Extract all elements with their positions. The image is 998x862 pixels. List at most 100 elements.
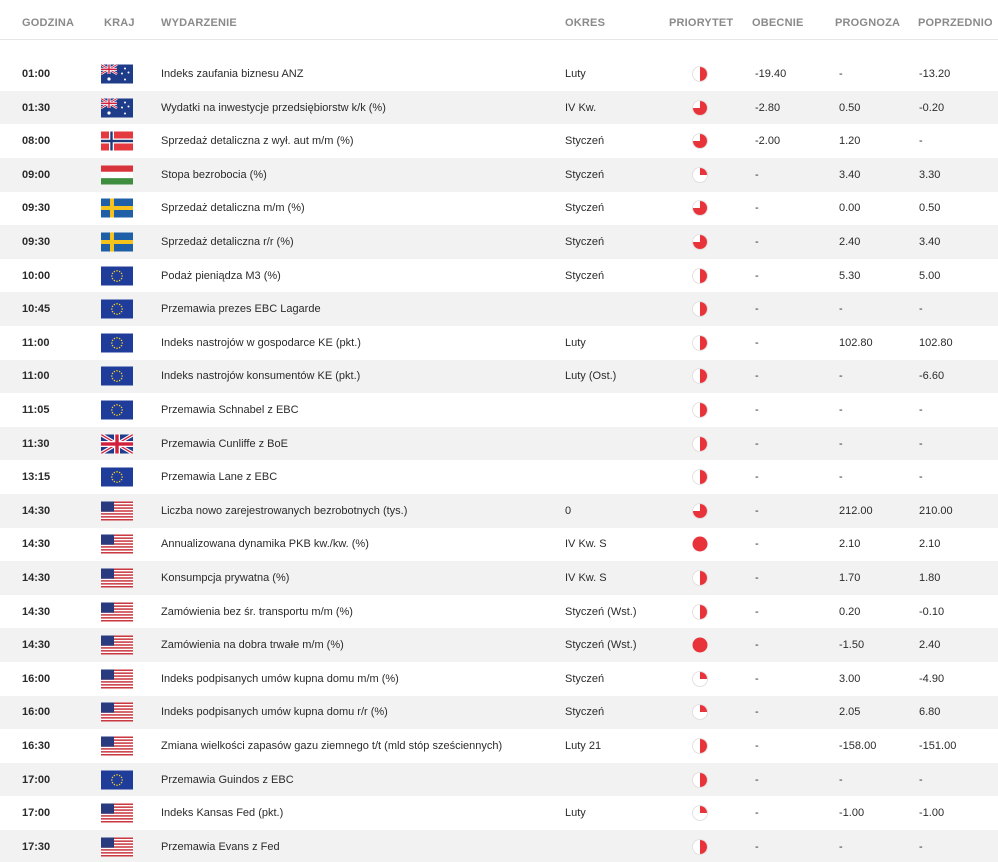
col-header-country[interactable]: KRAJ [104, 17, 135, 29]
table-row[interactable]: 14:30 Annualizowana dynamika PKB kw./kw. … [0, 528, 998, 562]
event-previous: - [919, 773, 923, 786]
event-period: IV Kw. S [565, 538, 607, 551]
event-forecast: 2.40 [839, 235, 861, 248]
event-name: Sprzedaż detaliczna m/m (%) [161, 202, 305, 215]
col-header-previous[interactable]: POPRZEDNIO [918, 17, 993, 29]
event-period: Luty (Ost.) [565, 370, 617, 383]
col-header-time[interactable]: GODZINA [22, 17, 75, 29]
event-time: 14:30 [22, 571, 51, 584]
priority-high-icon [692, 234, 708, 250]
event-time: 10:45 [22, 303, 51, 316]
event-period: Styczeń [565, 672, 605, 685]
table-row[interactable]: 14:30 Zamówienia bez śr. transportu m/m (… [0, 595, 998, 629]
col-header-forecast[interactable]: PROGNOZA [835, 17, 901, 29]
event-forecast: - [839, 403, 843, 416]
table-row[interactable]: 11:30 Przemawia Cunliffe z BoE - - - [0, 426, 998, 461]
flag-eu-icon [101, 266, 133, 286]
flag-hu-icon [101, 165, 133, 185]
event-forecast: 2.10 [839, 538, 861, 551]
priority-low-icon [692, 670, 708, 687]
table-row[interactable]: 13:15 Przemawia Lane z EBC - - - [0, 460, 998, 494]
event-previous: 3.30 [919, 168, 941, 181]
event-actual: -2.00 [755, 135, 781, 148]
table-row[interactable]: 17:00 Indeks Kansas Fed (pkt.) Luty - -1.00 -… [0, 796, 998, 830]
priority-high-icon [692, 502, 708, 519]
table-row[interactable]: 10:00 Podaż pieniądza M3 (%) Styczeń - 5.30 5… [0, 259, 998, 293]
event-forecast: 1.20 [839, 135, 861, 148]
event-previous: - [919, 471, 923, 484]
table-row[interactable]: 09:00 Stopa bezrobocia (%) Styczeń - 3.40 3.3… [0, 158, 998, 192]
table-row[interactable]: 11:05 Przemawia Schnabel z EBC - - - [0, 393, 998, 427]
table-row[interactable]: 14:30 Zamówienia na dobra trwałe m/m (%) S… [0, 628, 998, 662]
event-period: Luty [565, 67, 586, 80]
table-row[interactable]: 11:00 Indeks nastrojów konsumentów KE (pk… [0, 359, 998, 394]
table-row[interactable]: 09:30 Sprzedaż detaliczna r/r (%) Styczeń -… [0, 225, 998, 259]
event-forecast: -1.50 [839, 639, 865, 652]
event-actual: - [755, 672, 759, 685]
table-row[interactable]: 14:30 Konsumpcja prywatna (%) IV Kw. S - 1.7… [0, 561, 998, 595]
event-forecast: - [839, 437, 843, 450]
flag-us-icon [101, 635, 133, 655]
event-previous: 1.80 [919, 571, 941, 584]
event-name: Indeks nastrojów w gospodarce KE (pkt.) [161, 336, 361, 349]
event-name: Indeks zaufania biznesu ANZ [161, 67, 304, 80]
event-time: 01:00 [22, 67, 51, 80]
event-time: 14:30 [22, 605, 51, 618]
priority-full-icon [692, 637, 708, 653]
event-forecast: 212.00 [839, 504, 873, 517]
event-name: Liczba nowo zarejestrowanych bezrobotnyc… [161, 504, 408, 517]
event-period: Styczeń [565, 706, 605, 719]
table-row[interactable]: 01:30 Wydatki na inwestycje przedsiębiors… [0, 90, 998, 125]
table-row[interactable]: 16:00 Indeks podpisanych umów kupna domu … [0, 662, 998, 696]
table-row[interactable]: 08:00 Sprzedaż detaliczna z wył. aut m/m … [0, 124, 998, 158]
priority-high-icon [692, 133, 708, 150]
table-row[interactable]: 01:00 Indeks zaufania biznesu ANZ Luty -19.… [0, 57, 998, 91]
table-row[interactable]: 10:45 Przemawia prezes EBC Lagarde - - - [0, 292, 998, 326]
event-time: 09:30 [22, 202, 51, 215]
event-name: Przemawia Guindos z EBC [161, 773, 294, 786]
event-actual: - [755, 168, 759, 181]
col-header-period[interactable]: OKRES [565, 17, 606, 29]
flag-us-icon [101, 534, 133, 554]
priority-low-icon [692, 704, 708, 721]
event-time: 08:00 [22, 135, 51, 148]
priority-medium-icon [692, 771, 708, 788]
flag-eu-icon [101, 400, 133, 420]
event-previous: 3.40 [919, 235, 941, 248]
event-name: Zmiana wielkości zapasów gazu ziemnego t… [161, 739, 503, 752]
table-row[interactable]: 09:30 Sprzedaż detaliczna m/m (%) Styczeń -… [0, 192, 998, 226]
col-header-actual[interactable]: OBECNIE [752, 17, 804, 29]
event-period: Styczeń (Wst.) [565, 605, 637, 618]
flag-us-icon [101, 837, 133, 857]
col-header-priority[interactable]: PRIORYTET [669, 17, 734, 29]
event-period: IV Kw. [565, 101, 597, 114]
table-row[interactable]: 14:30 Liczba nowo zarejestrowanych bezrob… [0, 494, 998, 528]
event-actual: - [755, 639, 759, 652]
event-time: 14:30 [22, 504, 51, 517]
event-time: 17:30 [22, 840, 51, 853]
event-previous: - [919, 840, 923, 853]
table-row[interactable]: 17:00 Przemawia Guindos z EBC - - - [0, 762, 998, 797]
event-name: Podaż pieniądza M3 (%) [161, 269, 281, 282]
table-row[interactable]: 11:00 Indeks nastrojów w gospodarce KE (p… [0, 326, 998, 360]
priority-medium-icon [692, 267, 708, 284]
event-forecast: 0.20 [839, 605, 861, 618]
priority-medium-icon [692, 603, 708, 620]
event-forecast: -158.00 [839, 739, 877, 752]
flag-us-icon [101, 602, 133, 622]
event-forecast: 1.70 [839, 571, 861, 584]
col-header-event[interactable]: WYDARZENIE [161, 17, 237, 29]
event-previous: 210.00 [919, 504, 953, 517]
event-time: 11:00 [22, 370, 50, 383]
event-period: Luty [565, 336, 586, 349]
event-actual: - [755, 303, 759, 316]
event-previous: - [919, 303, 923, 316]
flag-us-icon [101, 803, 133, 823]
table-row[interactable]: 16:00 Indeks podpisanych umów kupna domu … [0, 695, 998, 730]
event-forecast: 0.50 [839, 101, 861, 114]
flag-us-icon [101, 736, 133, 756]
event-time: 16:30 [22, 739, 51, 752]
table-row[interactable]: 16:30 Zmiana wielkości zapasów gazu ziemn… [0, 729, 998, 763]
table-row[interactable]: 17:30 Przemawia Evans z Fed - - - [0, 830, 998, 862]
flag-eu-icon [101, 770, 133, 790]
